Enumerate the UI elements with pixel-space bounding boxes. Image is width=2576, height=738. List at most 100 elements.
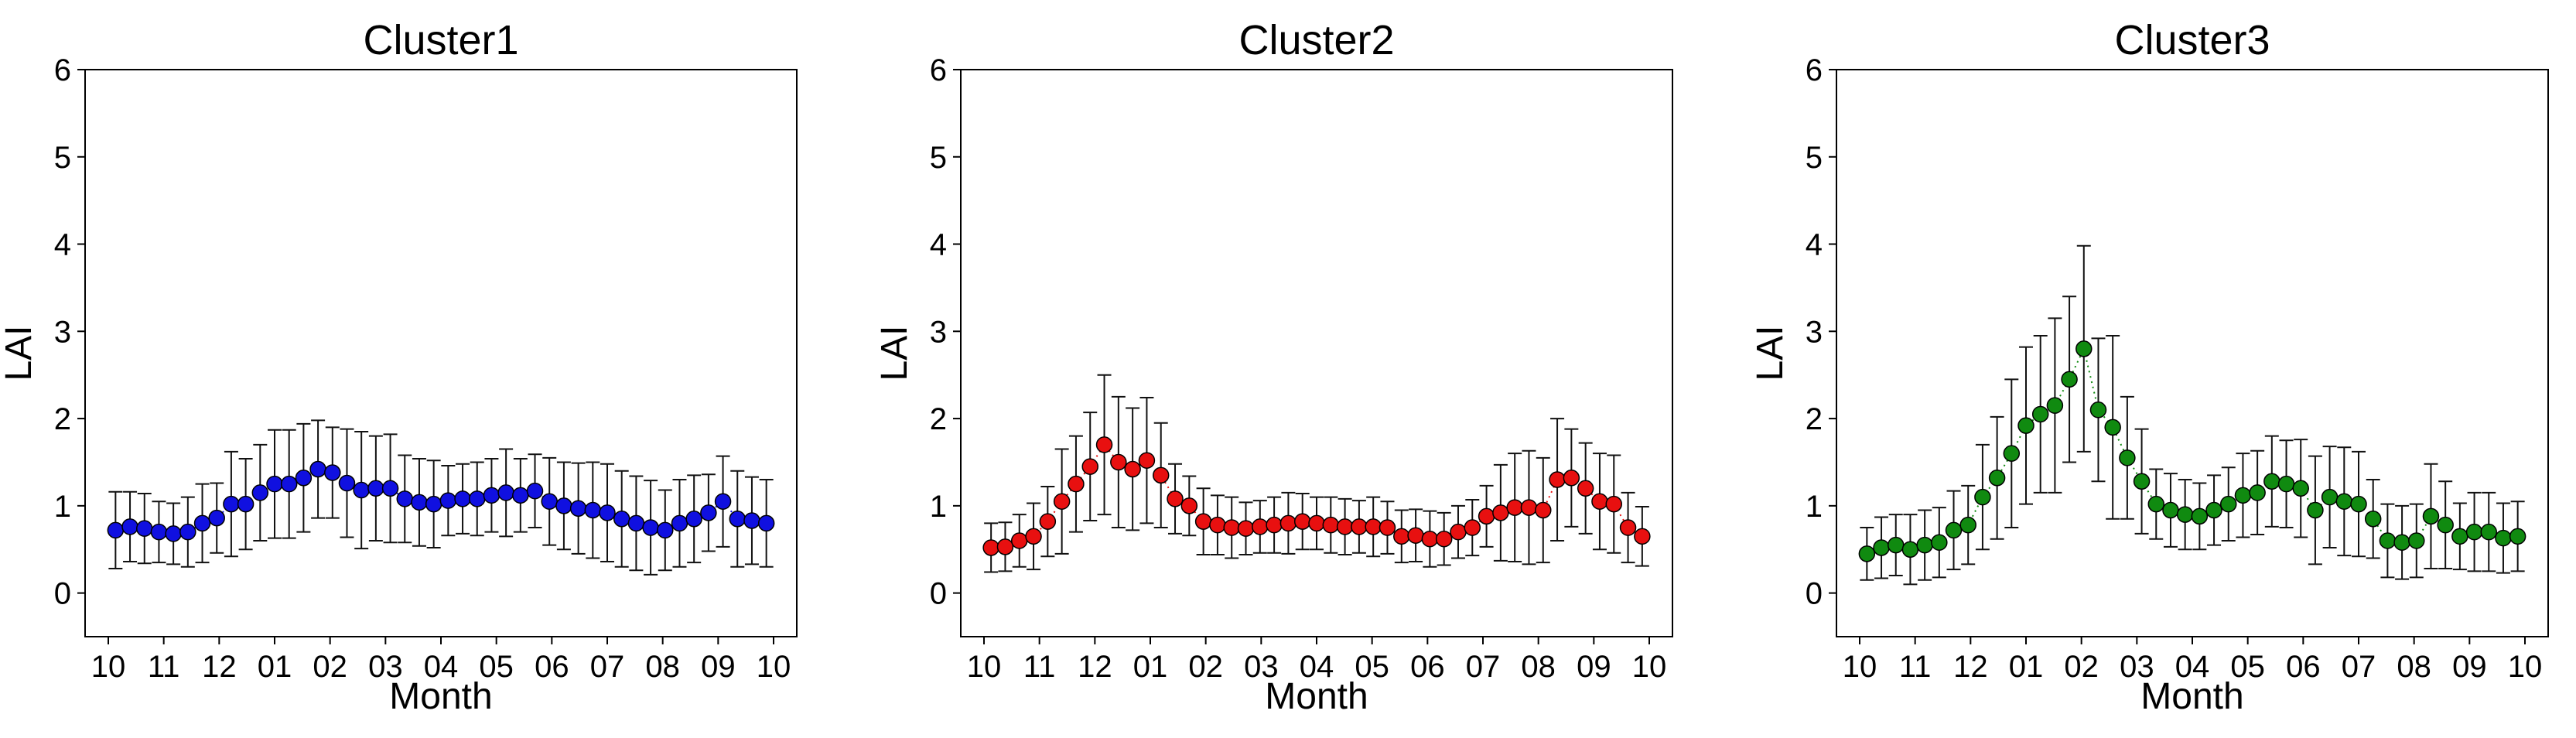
data-point [1577, 480, 1594, 497]
data-point [2089, 401, 2107, 419]
x-tick-label: 10 [967, 650, 1002, 684]
x-axis-label: Month [389, 676, 492, 717]
data-point [295, 470, 313, 487]
data-point [135, 520, 153, 537]
data-point [1887, 536, 1905, 554]
x-tick-label: 02 [2064, 650, 2099, 684]
x-tick-label: 09 [701, 650, 736, 684]
y-tick-label: 3 [1806, 315, 1823, 349]
y-axis-label: LAI [0, 325, 39, 381]
data-point [671, 514, 688, 532]
data-point [2364, 511, 2382, 528]
data-point [2075, 340, 2093, 357]
data-point [1945, 521, 1963, 539]
chart-title: Cluster2 [1238, 17, 1394, 63]
data-point [2003, 445, 2021, 462]
data-point [396, 490, 414, 507]
data-point [1591, 493, 1608, 510]
data-point [2046, 397, 2064, 414]
data-point [2307, 501, 2324, 519]
data-point [1916, 536, 1933, 554]
data-point [1266, 516, 1283, 534]
x-tick-label: 06 [1410, 650, 1445, 684]
x-tick-label: 10 [1632, 650, 1667, 684]
x-tick-label: 01 [258, 650, 292, 684]
data-point [2147, 495, 2165, 513]
y-tick-label: 0 [930, 577, 947, 611]
x-tick-label: 08 [2397, 650, 2431, 684]
x-tick-label: 02 [1188, 650, 1223, 684]
data-point [657, 521, 674, 539]
data-point [1435, 530, 1453, 548]
x-tick-label: 08 [645, 650, 680, 684]
x-tick-label: 03 [368, 650, 403, 684]
x-tick-label: 07 [1466, 650, 1501, 684]
data-point [1549, 471, 1566, 488]
x-tick-label: 10 [2508, 650, 2543, 684]
data-point [483, 487, 501, 504]
data-point [2119, 449, 2136, 466]
y-tick-label: 6 [1806, 53, 1823, 87]
data-point [2509, 528, 2526, 545]
data-point [555, 497, 572, 514]
data-point [2234, 487, 2252, 504]
data-point [1535, 501, 1552, 519]
data-point [1336, 518, 1354, 535]
data-point [1180, 497, 1198, 514]
data-marks [982, 374, 1651, 573]
y-tick-label: 4 [930, 228, 947, 262]
data-point [2465, 523, 2483, 541]
data-point [2277, 475, 2295, 493]
data-point [353, 481, 370, 499]
data-point [2437, 516, 2454, 534]
y-tick-label: 5 [1806, 141, 1823, 175]
data-point [2104, 419, 2121, 436]
y-axis-label: LAI [1750, 325, 1791, 381]
data-point [982, 539, 999, 556]
data-point [1194, 513, 1212, 530]
x-tick-label: 08 [1521, 650, 1556, 684]
data-point [526, 482, 544, 500]
y-tick-label: 6 [930, 53, 947, 87]
x-tick-label: 11 [1023, 650, 1056, 684]
data-point [1039, 513, 1057, 530]
data-point [2219, 495, 2237, 513]
data-point [541, 493, 558, 510]
data-point [599, 504, 616, 521]
data-point [1959, 516, 1976, 534]
chart-title: Cluster1 [363, 17, 518, 63]
data-point [1421, 530, 1439, 548]
x-tick-label: 07 [590, 650, 625, 684]
data-point [1506, 499, 1523, 516]
data-point [1563, 470, 1580, 487]
data-point [2379, 532, 2397, 549]
data-point [121, 518, 138, 535]
x-tick-label: 12 [202, 650, 237, 684]
plot-area [84, 69, 798, 637]
x-tick-label: 05 [1355, 650, 1389, 684]
data-point [2321, 488, 2339, 506]
data-point [2495, 529, 2512, 547]
data-point [569, 500, 587, 517]
data-point [743, 512, 760, 529]
data-point [324, 464, 341, 481]
data-point [1293, 513, 1311, 530]
data-point [2408, 532, 2425, 549]
series-line [1866, 346, 2518, 555]
data-point [2176, 506, 2194, 523]
data-point [996, 538, 1014, 555]
y-tick-label: 2 [930, 402, 947, 436]
data-point [1988, 470, 2006, 487]
x-axis-label: Month [2140, 676, 2243, 717]
data-point [613, 511, 630, 528]
data-point [2031, 405, 2049, 423]
data-point [425, 495, 442, 513]
y-axis-label: LAI [874, 325, 915, 381]
x-tick-label: 09 [2452, 650, 2487, 684]
series-line [991, 443, 1643, 548]
data-point [1053, 493, 1071, 510]
x-tick-label: 11 [1899, 650, 1932, 684]
